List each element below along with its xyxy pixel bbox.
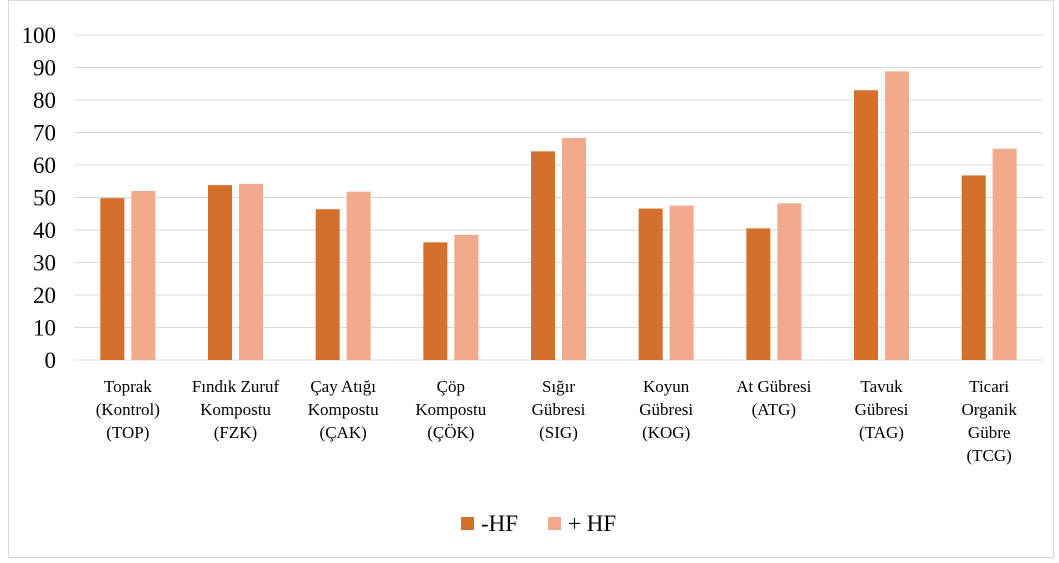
x-category-label: (TAG) (859, 423, 904, 442)
y-tick-label: 60 (33, 153, 56, 178)
y-tick-label: 10 (33, 316, 56, 341)
bar-plus-hf (669, 205, 694, 360)
y-tick-label: 50 (33, 186, 56, 211)
x-category-label: Toprak (104, 377, 152, 396)
x-category-label: Kompostu (308, 400, 379, 419)
bar-minus-hf (854, 90, 878, 360)
x-category-label: (KOG) (642, 423, 690, 442)
x-category-label: Fındık Zuruf (192, 377, 280, 396)
bar-minus-hf (961, 175, 986, 360)
y-tick-label: 70 (33, 121, 56, 146)
x-category-label: (Kontrol) (96, 400, 160, 419)
x-category-label: Organik (961, 400, 1017, 419)
x-category-label: At Gübresi (736, 377, 811, 396)
bar-minus-hf (315, 209, 340, 360)
x-category-label: Kompostu (415, 400, 486, 419)
x-category-label: (FZK) (214, 423, 257, 442)
y-tick-label: 0 (45, 348, 57, 373)
bar-plus-hf (562, 138, 586, 360)
x-category-label: (TOP) (106, 423, 149, 442)
x-category-label: Koyun (643, 377, 690, 396)
bar-plus-hf (992, 148, 1017, 360)
y-tick-label: 90 (33, 56, 56, 81)
x-category-label: Kompostu (200, 400, 271, 419)
x-category-label: (TCG) (967, 446, 1012, 465)
x-category-label: Gübre (968, 423, 1010, 442)
bar-plus-hf (454, 234, 479, 360)
bar-plus-hf (131, 191, 156, 360)
bar-plus-hf (777, 203, 802, 360)
bar-minus-hf (531, 151, 555, 360)
y-tick-label: 40 (33, 218, 56, 243)
legend-label: + HF (568, 511, 616, 536)
legend-swatch (548, 517, 561, 530)
bar-minus-hf (100, 198, 125, 360)
bar-minus-hf (746, 228, 771, 360)
y-tick-label: 80 (33, 88, 56, 113)
y-tick-label: 30 (33, 251, 56, 276)
x-category-label: Gübresi (639, 400, 693, 419)
x-category-label: Gübresi (532, 400, 586, 419)
x-category-label: Çay Atığı (310, 377, 376, 396)
x-category-label: (ATG) (752, 400, 796, 419)
bar-plus-hf (346, 191, 371, 360)
x-category-label: Ticari (969, 377, 1009, 396)
x-category-label: Gübresi (855, 400, 909, 419)
bar-plus-hf (239, 183, 263, 360)
x-category-label: (SIG) (539, 423, 578, 442)
bar-minus-hf (208, 185, 232, 360)
y-tick-label: 20 (33, 283, 56, 308)
x-category-label: (ÇAK) (320, 423, 367, 442)
legend-label: -HF (481, 511, 518, 536)
legend-swatch (461, 517, 474, 530)
x-category-label: Çöp (437, 377, 465, 396)
bar-plus-hf (885, 71, 909, 361)
bar-minus-hf (638, 208, 663, 360)
x-category-label: Tavuk (860, 377, 903, 396)
y-tick-label: 100 (22, 23, 57, 48)
bar-minus-hf (423, 242, 448, 360)
x-category-label: (ÇÖK) (427, 423, 474, 442)
x-category-label: Sığır (542, 377, 575, 396)
